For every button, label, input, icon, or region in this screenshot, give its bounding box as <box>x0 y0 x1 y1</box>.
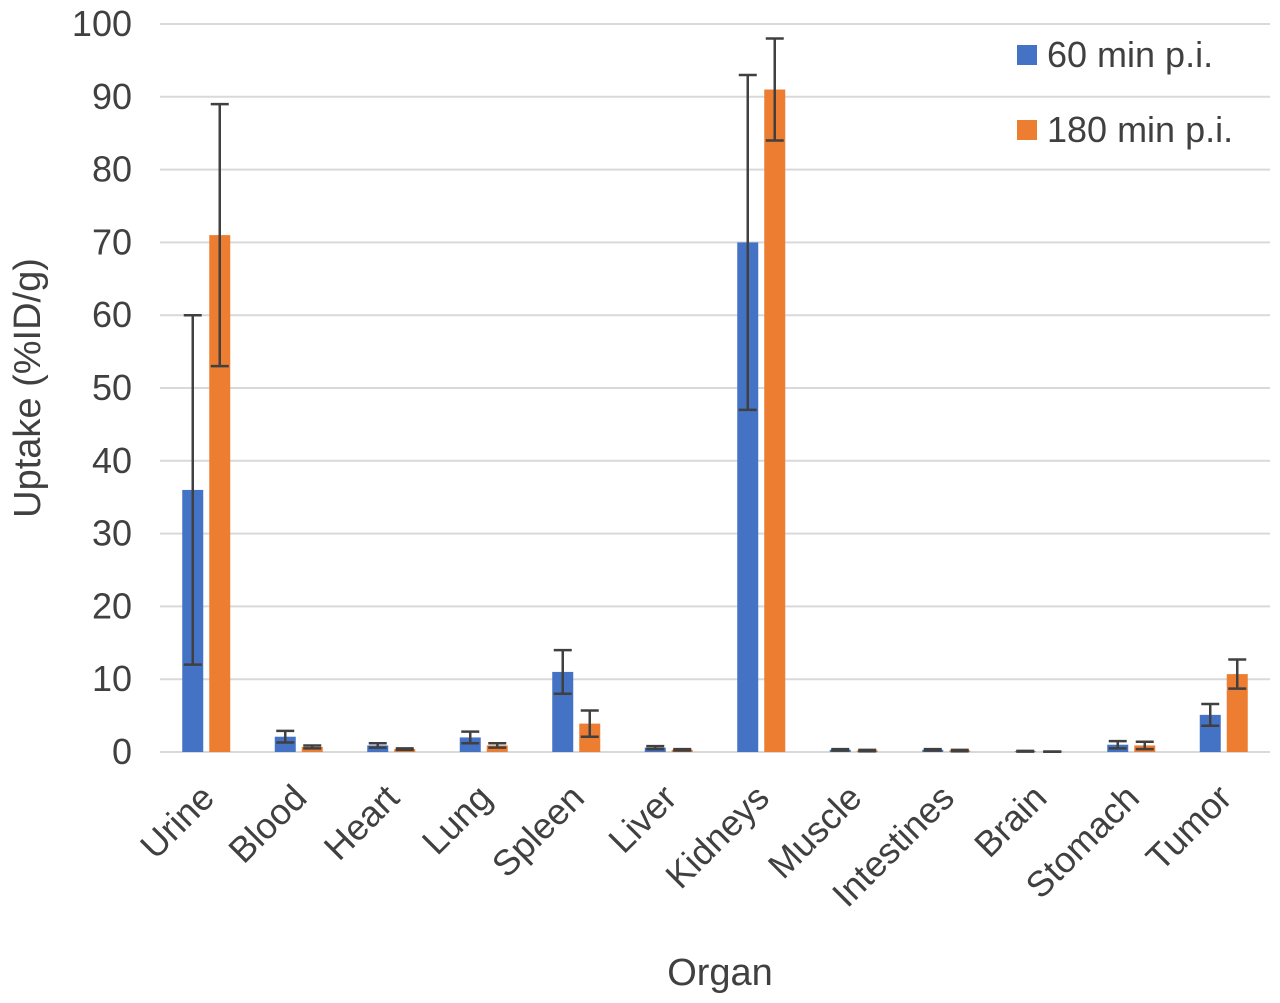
error-bar <box>765 37 784 142</box>
error-bar <box>923 747 942 752</box>
error-bar <box>303 744 322 750</box>
y-tick-label: 50 <box>92 367 132 408</box>
bar-urine-series-2 <box>209 235 231 752</box>
x-axis-title: Organ <box>667 952 773 994</box>
gridlines <box>160 23 1270 753</box>
y-tick-label: 20 <box>92 585 132 626</box>
error-bar <box>1201 702 1220 728</box>
bar-kidneys-series-1 <box>737 242 759 752</box>
error-bar <box>1135 740 1154 751</box>
error-bar <box>368 742 387 749</box>
error-bar <box>461 730 480 745</box>
y-tick-label: 10 <box>92 658 132 699</box>
error-bar <box>395 747 414 752</box>
y-tick-label: 70 <box>92 221 132 262</box>
bar-lung-series-1 <box>459 737 481 752</box>
y-tick-label: 30 <box>92 513 132 554</box>
error-bar <box>183 313 202 666</box>
error-bar <box>580 709 599 738</box>
error-bar <box>738 73 757 412</box>
bar-tumor-series-2 <box>1226 674 1248 752</box>
bar-kidneys-series-2 <box>764 89 786 752</box>
error-bars <box>183 37 1247 754</box>
legend-label: 180 min p.i. <box>1047 109 1233 150</box>
error-bar <box>488 742 507 749</box>
y-axis-ticks: 0 10 20 30 40 50 60 70 80 90 100 <box>72 3 132 772</box>
y-tick-label: 40 <box>92 440 132 481</box>
bars <box>182 89 1248 752</box>
y-tick-label: 0 <box>112 731 132 772</box>
legend-swatch <box>1017 45 1037 65</box>
x-tick-label: Brain <box>966 777 1054 865</box>
error-bar <box>1016 749 1035 753</box>
legend: 60 min p.i. 180 min p.i. <box>1017 34 1233 150</box>
y-axis-title: Uptake (%ID/g) <box>7 258 49 518</box>
x-tick-label: Kidneys <box>657 777 777 897</box>
error-bar <box>276 729 295 744</box>
x-tick-label: Spleen <box>484 777 592 885</box>
x-tick-label: Urine <box>132 777 222 867</box>
error-bar <box>858 748 877 753</box>
y-tick-label: 80 <box>92 149 132 190</box>
y-tick-label: 90 <box>92 76 132 117</box>
error-bar <box>646 744 665 751</box>
error-bar <box>553 648 572 696</box>
x-tick-label: Tumor <box>1138 777 1240 879</box>
error-bar <box>1108 739 1127 750</box>
x-tick-label: Liver <box>600 777 684 861</box>
error-bar <box>950 748 969 753</box>
y-tick-label: 100 <box>72 3 132 44</box>
legend-swatch <box>1017 120 1037 140</box>
bar-blood-series-1 <box>274 736 296 752</box>
bar-spleen-series-1 <box>552 671 574 752</box>
error-bar <box>673 747 692 752</box>
error-bar <box>1228 658 1247 690</box>
legend-label: 60 min p.i. <box>1047 34 1213 75</box>
x-tick-label: Lung <box>414 777 500 863</box>
bar-tumor-series-1 <box>1199 714 1221 752</box>
x-tick-label: Blood <box>220 777 314 871</box>
error-bar <box>210 102 229 368</box>
y-tick-label: 60 <box>92 294 132 335</box>
x-tick-label: Heart <box>316 777 407 868</box>
error-bar <box>831 747 850 752</box>
